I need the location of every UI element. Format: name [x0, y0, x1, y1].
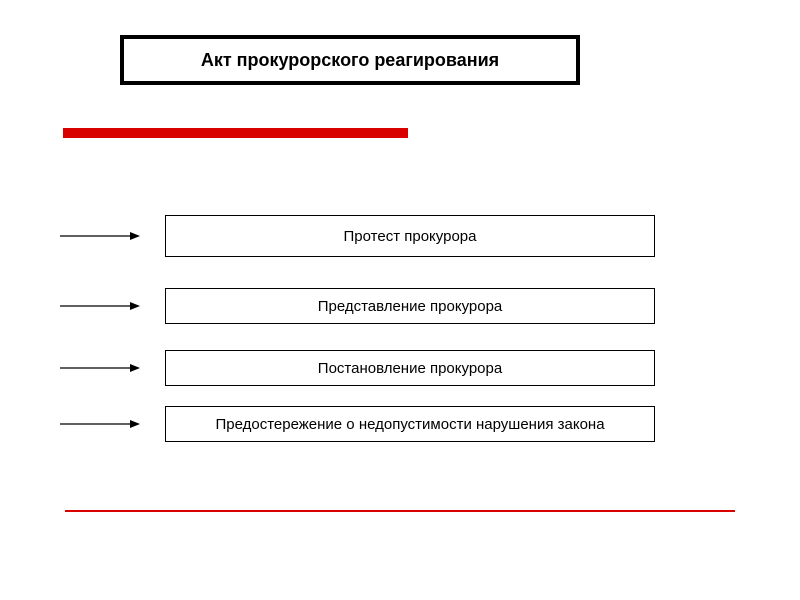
item-text-2: Постановление прокурора	[318, 360, 502, 377]
title-text: Акт прокурорского реагирования	[201, 50, 499, 71]
bottom-red-line	[65, 510, 735, 512]
item-text-3: Предостережение о недопустимости нарушен…	[215, 416, 604, 433]
arrow-icon-0	[60, 229, 142, 243]
item-box-0: Протест прокурора	[165, 215, 655, 257]
item-box-1: Представление прокурора	[165, 288, 655, 324]
item-text-0: Протест прокурора	[344, 228, 477, 245]
arrow-icon-1	[60, 299, 142, 313]
arrow-icon-3	[60, 417, 142, 431]
arrow-icon-2	[60, 361, 142, 375]
item-text-1: Представление прокурора	[318, 298, 503, 315]
item-box-2: Постановление прокурора	[165, 350, 655, 386]
item-box-3: Предостережение о недопустимости нарушен…	[165, 406, 655, 442]
title-box: Акт прокурорского реагирования	[120, 35, 580, 85]
divider-red-bar	[63, 128, 408, 138]
